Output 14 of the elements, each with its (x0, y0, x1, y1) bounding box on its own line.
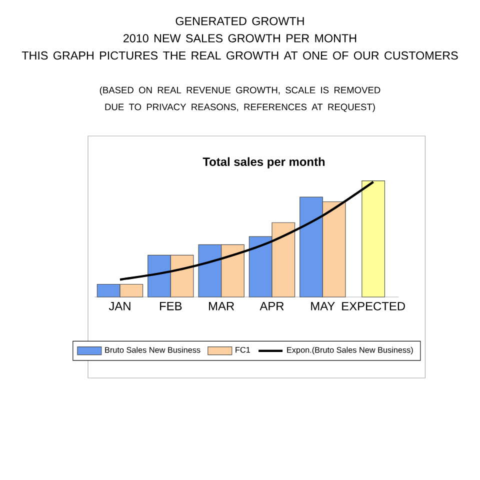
text: (BASED ON REAL REVENUE GROWTH, SCALE IS REMOVED DUE TO PRIVACY REASONS, REFERENCES AT REQUEST) (100, 86, 380, 112)
legend-label: Expon.(Bruto Sales New Business) (287, 346, 413, 354)
text: THIS GRAPH PICTURES THE REAL GROWTH AT ONE OF OUR CUSTOMERS (22, 51, 458, 60)
x-tick-label: MAR (209, 302, 234, 310)
x-tick-label: MAY (311, 302, 335, 310)
x-tick-label: JAN (108, 302, 130, 310)
chart-title: GENERATED GROWTH (176, 16, 304, 26)
x-tick-label: FEB (160, 302, 182, 310)
x-tick-label: EXPECTED (342, 302, 405, 310)
legend-label: Bruto Sales New Business (105, 346, 200, 353)
chart-subtitle: 2010 NEW SALES GROWTH PER MONTH (124, 34, 356, 42)
x-tick-label: APR (260, 302, 284, 310)
text: Total sales per month (202, 157, 325, 168)
legend-label: FC1 (236, 346, 250, 353)
